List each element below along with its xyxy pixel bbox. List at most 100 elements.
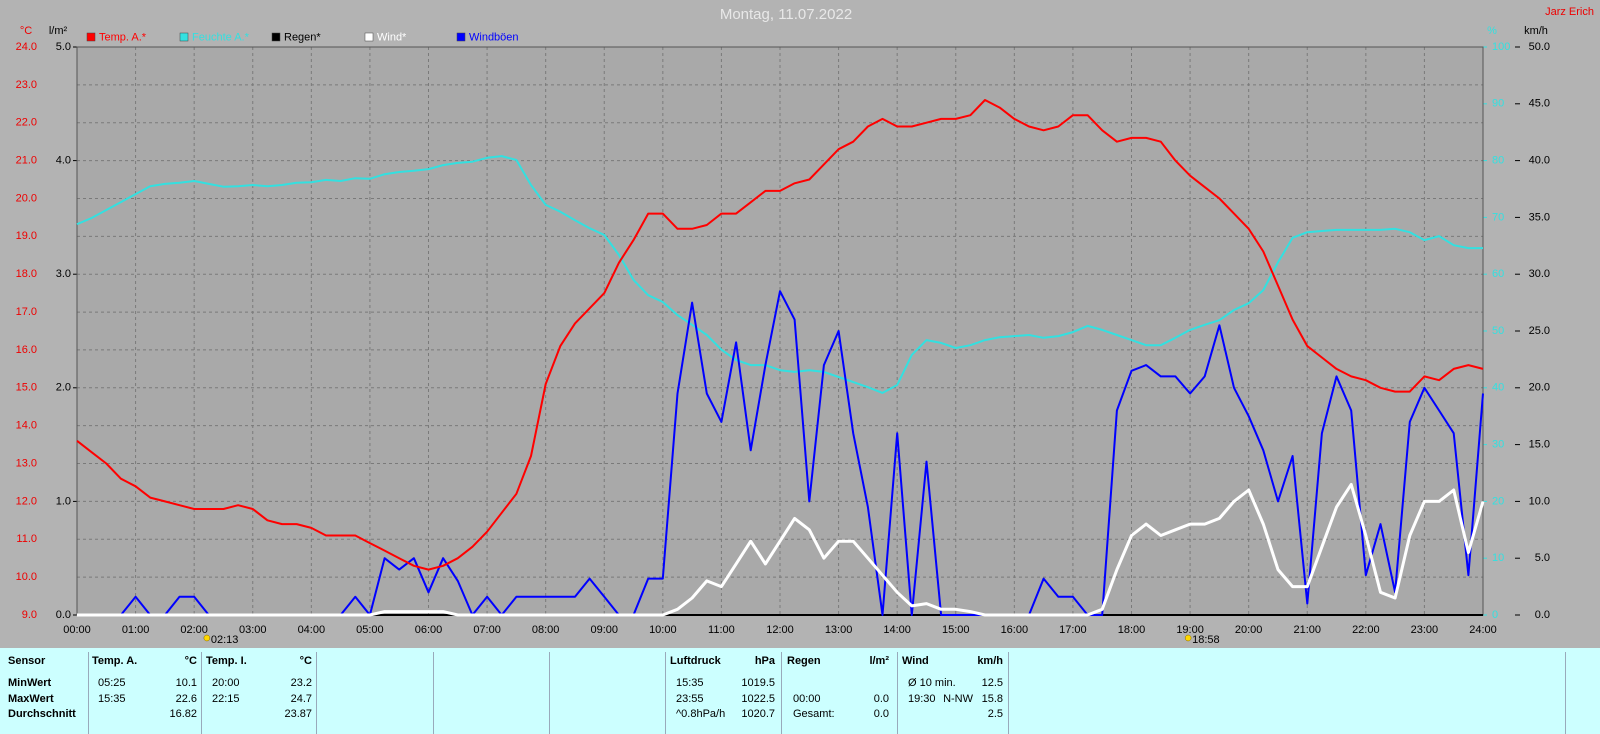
- legend-swatch: [456, 32, 466, 42]
- cell-text: 19:30: [908, 693, 936, 705]
- legend-label: Temp. A.*: [99, 31, 147, 43]
- column-header: Temp. I.: [206, 655, 247, 667]
- x-tick-label: 13:00: [825, 624, 853, 636]
- y4-tick-label: 40: [1492, 382, 1504, 394]
- y4-tick-label: 10: [1492, 552, 1504, 564]
- cell-value: 24.7: [290, 693, 312, 705]
- rain-unit: l/m²: [49, 25, 68, 37]
- column-unit: l/m²: [869, 655, 889, 667]
- owner: Jarz Erich: [1545, 6, 1594, 18]
- column-unit: °C: [184, 655, 197, 667]
- series-line: [76, 155, 1483, 394]
- column-header: Luftdruck: [670, 655, 721, 667]
- y2-tick-label: 15.0: [1529, 439, 1550, 451]
- y2-tick-label: 20.0: [1529, 382, 1550, 394]
- chart: Montag, 11.07.2022 Jarz Erich °C l/m² % …: [16, 6, 1594, 646]
- x-tick-label: 17:00: [1059, 624, 1087, 636]
- y-tick-label: 10.0: [16, 571, 37, 583]
- y4-tick-label: 100: [1492, 41, 1510, 53]
- y3-tick-label: 1.0: [56, 495, 71, 507]
- cell-text: ^0.8hPa/h: [676, 708, 726, 720]
- cell-text: 00:00: [793, 693, 821, 705]
- y3-tick-label: 3.0: [56, 268, 71, 280]
- y4-tick-label: 20: [1492, 495, 1504, 507]
- y4-tick-label: 90: [1492, 98, 1504, 110]
- y2-tick-label: 0.0: [1535, 609, 1550, 621]
- separator: [665, 652, 666, 734]
- y-tick-label: 22.0: [16, 117, 37, 129]
- row-label: Durchschnitt: [8, 708, 76, 720]
- annotation-label: 02:13: [211, 634, 239, 646]
- cell-value: 1022.5: [741, 693, 775, 705]
- cell-text: 23:55: [676, 693, 704, 705]
- x-tick-label: 11:00: [708, 624, 735, 636]
- y2-tick-label: 45.0: [1529, 98, 1550, 110]
- x-tick-label: 08:00: [532, 624, 560, 636]
- y-tick-label: 20.0: [16, 192, 37, 204]
- cell-text: 15:35: [98, 693, 126, 705]
- separator: [781, 652, 782, 734]
- y2-tick-label: 35.0: [1529, 211, 1550, 223]
- x-tick-label: 03:00: [239, 624, 267, 636]
- row-label: MinWert: [8, 677, 52, 689]
- x-tick-label: 14:00: [883, 624, 911, 636]
- y-tick-label: 24.0: [16, 41, 37, 53]
- column-header: Regen: [787, 655, 821, 667]
- x-tick-label: 24:00: [1469, 624, 1497, 636]
- separator: [549, 652, 550, 734]
- y-tick-label: 18.0: [16, 268, 37, 280]
- y3-tick-label: 5.0: [56, 41, 71, 53]
- x-tick-label: 09:00: [590, 624, 618, 636]
- x-tick-label: 21:00: [1293, 624, 1321, 636]
- x-tick-label: 12:00: [766, 624, 794, 636]
- cell-value: 23.87: [284, 708, 312, 720]
- column-unit: hPa: [754, 655, 775, 667]
- cell-text: Ø 10 min.: [908, 677, 956, 689]
- cell-value: 1019.5: [741, 677, 775, 689]
- separator: [88, 652, 89, 734]
- cell-value: 12.5: [981, 677, 1003, 689]
- cell-value: 22.6: [175, 693, 197, 705]
- y-tick-label: 15.0: [16, 382, 37, 394]
- stats-panel: Sensor MinWert MaxWert Durchschnitt Temp. A.…: [0, 648, 1600, 734]
- y-tick-label: 23.0: [16, 79, 37, 91]
- row-label: MaxWert: [8, 693, 54, 705]
- chart-title: Montag, 11.07.2022: [720, 6, 852, 23]
- cell-text: 15:35: [676, 677, 704, 689]
- y3-tick-label: 4.0: [56, 155, 71, 167]
- y-tick-label: 12.0: [16, 495, 37, 507]
- x-tick-label: 06:00: [415, 624, 443, 636]
- x-tick-label: 04:00: [298, 624, 326, 636]
- legend-label: Windböen: [469, 31, 519, 43]
- cell-value: 10.1: [175, 677, 197, 689]
- y4-tick-label: 80: [1492, 155, 1504, 167]
- cell-value: 0.0: [873, 708, 889, 720]
- y-tick-label: 14.0: [16, 420, 37, 432]
- temp-unit: °C: [20, 25, 32, 37]
- x-tick-label: 10:00: [649, 624, 677, 636]
- header-label: Sensor: [8, 655, 46, 667]
- separator: [1008, 652, 1009, 734]
- x-tick-label: 15:00: [942, 624, 970, 636]
- y3-tick-label: 0.0: [56, 609, 71, 621]
- separator: [201, 652, 202, 734]
- y4-tick-label: 70: [1492, 211, 1504, 223]
- humidity-unit: %: [1487, 25, 1497, 37]
- y-tick-label: 11.0: [16, 533, 37, 545]
- cell-value: 23.2: [290, 677, 312, 689]
- legend-swatch: [271, 32, 281, 42]
- x-tick-label: 22:00: [1352, 624, 1380, 636]
- y4-tick-label: 50: [1492, 325, 1504, 337]
- y2-tick-label: 50.0: [1529, 41, 1550, 53]
- cell-value: 15.8: [981, 693, 1003, 705]
- y-tick-label: 21.0: [16, 155, 37, 167]
- y2-tick-label: 5.0: [1535, 552, 1550, 564]
- legend-label: Wind*: [377, 31, 407, 43]
- y-tick-label: 9.0: [22, 609, 37, 621]
- x-tick-label: 05:00: [356, 624, 384, 636]
- x-tick-label: 01:00: [122, 624, 150, 636]
- y2-tick-label: 10.0: [1529, 495, 1550, 507]
- x-tick-label: 00:00: [63, 624, 91, 636]
- legend-label: Feuchte A.*: [192, 31, 250, 43]
